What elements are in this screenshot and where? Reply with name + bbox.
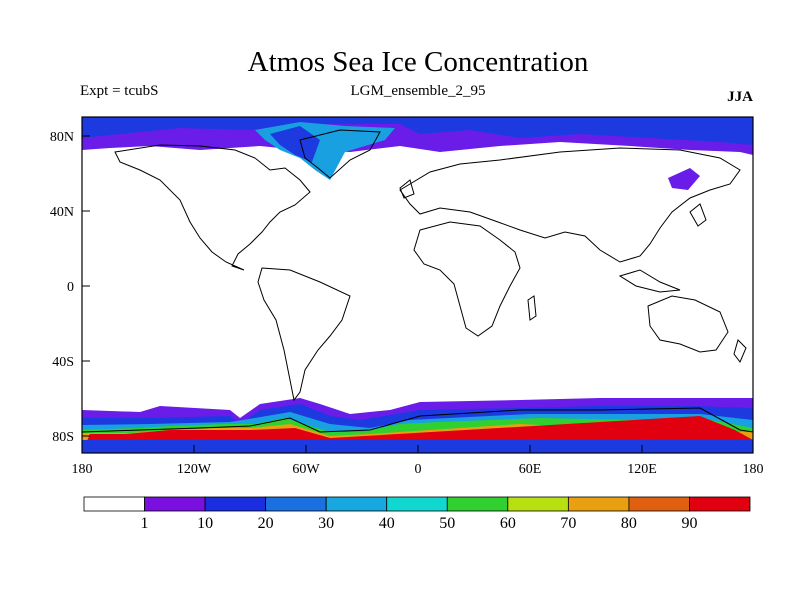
colorbar-box-6 (446, 496, 509, 512)
uk-coast (399, 179, 415, 199)
greenland-coast (299, 129, 381, 179)
map-title: Atmos Sea Ice Concentration (247, 46, 589, 78)
north-america-coast (114, 144, 311, 271)
new-zealand-coast (733, 339, 747, 363)
colorbar-box-8 (567, 496, 630, 512)
lat-label-80s: 80S (52, 430, 74, 445)
baffin-ice (270, 126, 320, 162)
africa-coast (413, 221, 521, 337)
japan-coast (689, 203, 707, 227)
run-label: LGM_ensemble_2_95 (350, 83, 486, 99)
colorbar-label-50: 50 (439, 515, 455, 532)
colorbar-label-30: 30 (318, 515, 334, 532)
colorbar-box-10 (689, 496, 751, 512)
lat-label-40s: 40S (52, 355, 74, 370)
map-field (82, 117, 753, 453)
colorbar-box-7 (507, 496, 569, 512)
colorbar-label-90: 90 (681, 515, 697, 532)
madagascar-coast (527, 295, 537, 321)
lat-label-0: 0 (67, 280, 74, 295)
australia-coast (647, 295, 729, 353)
colorbar-label-70: 70 (560, 515, 576, 532)
experiment-label: Expt = tcubS (80, 83, 159, 99)
colorbar-label-80: 80 (621, 515, 637, 532)
lon-label-180e: 180 (743, 462, 764, 477)
eurasia-coast (399, 147, 741, 263)
colorbar-label-10: 10 (197, 515, 213, 532)
lat-label-40n: 40N (50, 205, 74, 220)
colorbar: 1 10 20 30 40 50 60 70 80 90 (83, 496, 751, 532)
indonesia-coast (618, 269, 681, 293)
antarctica-coast (82, 407, 753, 433)
axis-ticks (81, 135, 754, 453)
lat-label-80n: 80N (50, 130, 74, 145)
lon-label-120w: 120W (177, 462, 212, 477)
colorbar-box-1 (144, 496, 206, 512)
season-label: JJA (727, 89, 753, 105)
okhotsk-ice (668, 168, 700, 190)
colorbar-box-4 (325, 496, 388, 512)
lon-label-0: 0 (415, 462, 422, 477)
lon-label-120e: 120E (627, 462, 657, 477)
colorbar-box-3 (265, 496, 327, 512)
colorbar-label-40: 40 (379, 515, 395, 532)
colorbar-box-2 (204, 496, 267, 512)
colorbar-label-20: 20 (258, 515, 274, 532)
lon-label-180w: 180 (72, 462, 93, 477)
south-america-coast (257, 267, 351, 402)
colorbar-box-9 (628, 496, 690, 512)
lon-label-60e: 60E (519, 462, 542, 477)
colorbar-box-0 (83, 496, 145, 512)
colorbar-label-1: 1 (141, 515, 149, 532)
colorbar-box-5 (386, 496, 448, 512)
coastlines (82, 129, 753, 433)
arctic-ice-mid (82, 117, 753, 145)
lon-label-60w: 60W (292, 462, 320, 477)
colorbar-label-60: 60 (500, 515, 516, 532)
